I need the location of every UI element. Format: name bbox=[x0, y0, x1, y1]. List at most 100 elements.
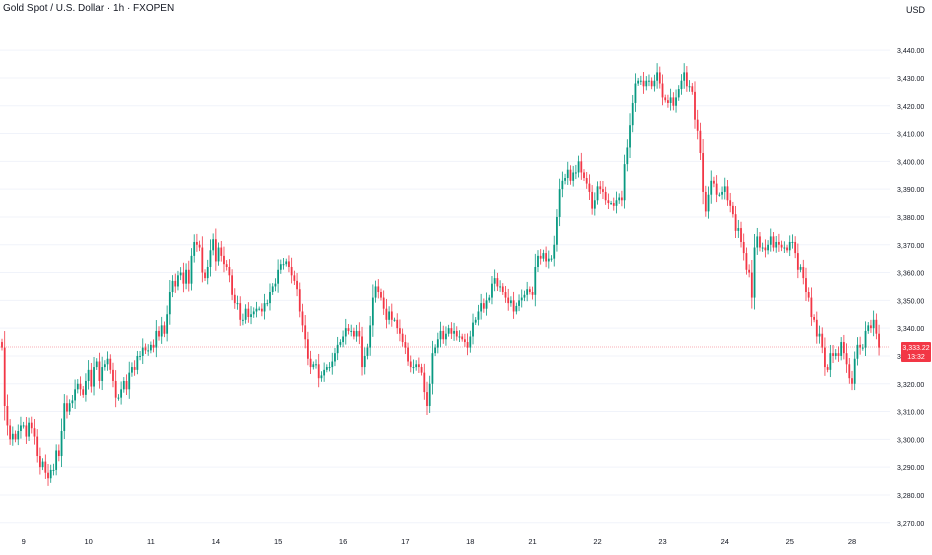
candle-body bbox=[764, 247, 767, 251]
candle-body bbox=[707, 194, 710, 212]
candle-body bbox=[491, 283, 493, 298]
candle-body bbox=[658, 72, 661, 84]
candle-body bbox=[49, 469, 52, 479]
y-tick-label: 3,320.00 bbox=[897, 382, 924, 389]
candle-body bbox=[439, 330, 442, 340]
candle-body bbox=[518, 300, 520, 306]
candle-body bbox=[174, 280, 177, 287]
candle-body bbox=[17, 431, 20, 440]
candle-body bbox=[507, 297, 510, 304]
candle-body bbox=[818, 333, 821, 337]
currency-label[interactable]: USD bbox=[906, 5, 926, 15]
candle-body bbox=[263, 303, 266, 312]
candle-body bbox=[63, 403, 66, 432]
candle-body bbox=[220, 247, 223, 256]
candle-body bbox=[545, 253, 548, 262]
candle-body bbox=[163, 325, 166, 334]
candle-body bbox=[309, 358, 312, 368]
candle-body bbox=[683, 72, 686, 81]
candle-body bbox=[526, 289, 529, 295]
y-tick-label: 3,370.00 bbox=[897, 243, 924, 250]
candle-body bbox=[748, 269, 751, 273]
candle-body bbox=[564, 178, 566, 181]
candle-body bbox=[769, 236, 772, 245]
candle-body bbox=[60, 431, 63, 457]
price-tag-value: 3,333.22 bbox=[902, 345, 929, 352]
candle-body bbox=[772, 236, 775, 248]
candle-body bbox=[461, 336, 464, 340]
candle-body bbox=[699, 130, 702, 154]
candle-body bbox=[778, 241, 780, 245]
candle-body bbox=[339, 342, 342, 345]
candle-body bbox=[753, 247, 756, 298]
candle-body bbox=[374, 286, 377, 298]
candle-body bbox=[813, 317, 815, 320]
candle-body bbox=[325, 367, 328, 370]
candle-body bbox=[358, 330, 361, 337]
x-tick-label: 28 bbox=[848, 537, 856, 546]
candle-body bbox=[250, 314, 252, 318]
candle-body bbox=[867, 325, 870, 331]
candle-body bbox=[788, 241, 791, 251]
candle-body bbox=[480, 303, 483, 312]
candle-body bbox=[269, 292, 271, 304]
candle-body bbox=[90, 369, 93, 387]
candle-body bbox=[561, 180, 564, 190]
candle-body bbox=[499, 286, 501, 288]
candle-body bbox=[767, 244, 769, 251]
x-tick-label: 18 bbox=[466, 537, 474, 546]
candle-body bbox=[204, 272, 206, 279]
candle-body bbox=[33, 428, 36, 437]
candle-body bbox=[585, 178, 588, 184]
candle-body bbox=[423, 372, 426, 393]
candle-body bbox=[25, 425, 28, 437]
candle-body bbox=[44, 461, 47, 473]
candle-body bbox=[390, 311, 393, 320]
candle-body bbox=[702, 153, 705, 192]
candle-body bbox=[415, 364, 418, 368]
candle-body bbox=[612, 203, 615, 206]
candle-body bbox=[780, 244, 783, 248]
candle-body bbox=[155, 330, 158, 348]
price-tag[interactable] bbox=[901, 342, 931, 362]
candle-body bbox=[369, 325, 372, 348]
x-tick-label: 21 bbox=[528, 537, 536, 546]
candle-body bbox=[796, 253, 799, 270]
candle-body bbox=[791, 241, 794, 243]
candle-body bbox=[634, 83, 637, 103]
candle-body bbox=[675, 97, 677, 106]
candle-body bbox=[168, 292, 171, 315]
x-tick-label: 15 bbox=[274, 537, 282, 546]
candle-body bbox=[621, 197, 623, 201]
candle-body bbox=[510, 300, 512, 304]
candle-body bbox=[296, 280, 298, 290]
candle-body bbox=[95, 361, 98, 368]
candle-body bbox=[74, 389, 76, 401]
candle-body bbox=[131, 367, 133, 373]
candle-body bbox=[301, 311, 304, 326]
candle-body bbox=[409, 361, 412, 368]
candle-body bbox=[239, 303, 242, 320]
candle-body bbox=[298, 289, 301, 312]
candle-body bbox=[824, 347, 826, 368]
candle-body bbox=[120, 389, 123, 398]
candle-body bbox=[450, 328, 453, 334]
candle-body bbox=[141, 347, 144, 356]
candle-body bbox=[282, 264, 285, 266]
candle-body bbox=[696, 119, 699, 131]
candle-body bbox=[152, 344, 155, 348]
candle-body bbox=[266, 303, 269, 305]
candle-body bbox=[407, 347, 409, 362]
y-tick-label: 3,400.00 bbox=[897, 159, 924, 166]
y-tick-label: 3,340.00 bbox=[897, 326, 924, 333]
candle-body bbox=[122, 380, 125, 390]
candle-body bbox=[279, 264, 282, 270]
candle-body bbox=[856, 344, 859, 359]
candle-body bbox=[228, 266, 231, 276]
candle-body bbox=[160, 325, 163, 337]
candle-body bbox=[718, 194, 721, 196]
candle-body bbox=[840, 342, 843, 356]
candle-body bbox=[775, 241, 778, 248]
